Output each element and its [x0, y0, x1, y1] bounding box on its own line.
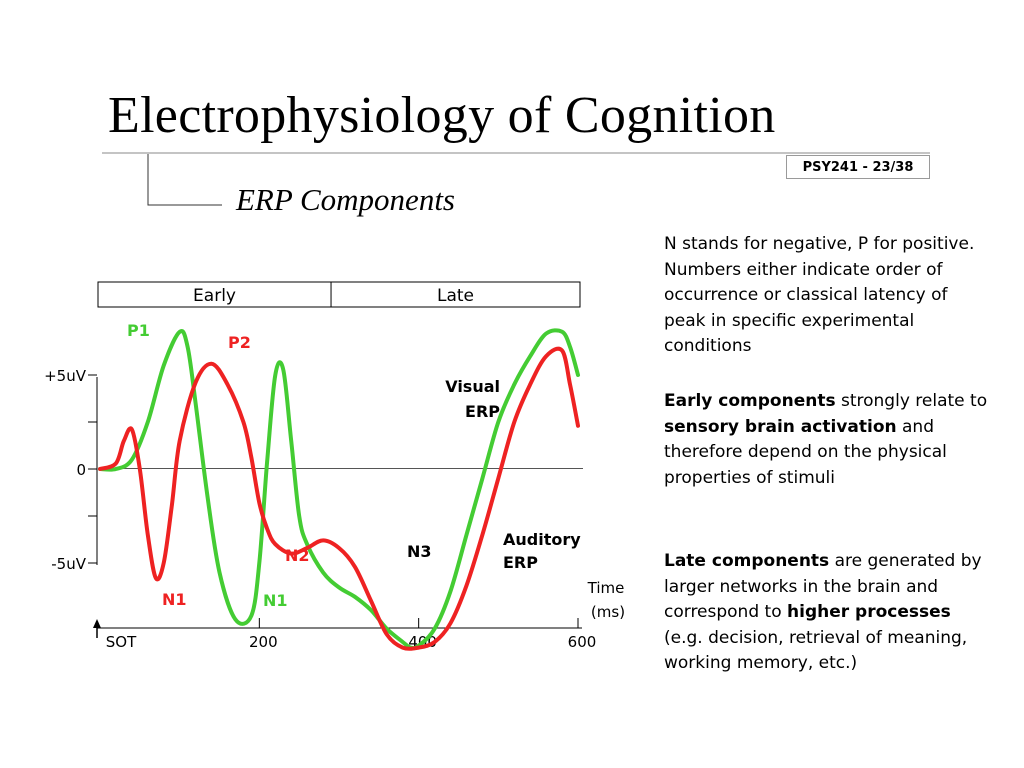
component-label-p1: P1	[127, 321, 150, 340]
note-text: (e.g. decision, retrieval of meaning, wo…	[664, 627, 968, 674]
component-label-n3: N3	[407, 542, 432, 561]
visual-erp-line	[98, 328, 580, 651]
phase-bar: Early Late	[97, 281, 581, 308]
note-early-components: Early components strongly relate to sens…	[664, 389, 994, 491]
component-label-p2: P2	[228, 333, 251, 352]
note-emphasis: sensory brain activation	[664, 416, 897, 437]
component-label-n2: N2	[285, 546, 310, 565]
note-emphasis: higher processes	[787, 602, 951, 622]
phase-bar-frame	[97, 281, 581, 308]
slide-subtitle: ERP Components	[236, 182, 455, 217]
x-tick-label: 200	[249, 633, 278, 651]
slide-number-badge: PSY241 - 23/38	[786, 155, 930, 179]
slide-title: Electrophysiology of Cognition	[108, 87, 776, 144]
auditory-erp-label: ERP	[503, 553, 538, 572]
x-tick-label: SOT	[106, 633, 137, 651]
stimulus-onset-arrowhead	[93, 619, 101, 628]
component-label-n1: N1	[263, 591, 288, 610]
chart-series	[98, 328, 580, 651]
note-text: are generated by larger networks in the …	[664, 551, 982, 622]
auditory-erp-line	[98, 346, 580, 651]
note-text: strongly relate to	[835, 391, 988, 411]
note-text: and therefore depend on the physical pro…	[664, 416, 947, 488]
note-emphasis: Late components	[664, 551, 830, 571]
x-axis-title: Time	[587, 579, 625, 597]
note-late-components: Late components are generated by larger …	[664, 549, 994, 677]
chart-labels: Visual ERP Auditory ERP P1 P2 N1 N1 N2 N3	[127, 321, 581, 610]
y-tick-label: 0	[76, 461, 86, 479]
phase-label-early: Early	[193, 286, 236, 306]
subtitle-connector	[147, 154, 222, 206]
y-tick-label: +5uV	[44, 367, 87, 385]
note-naming-convention: N stands for negative, P for positive. N…	[664, 234, 975, 356]
component-label-n1: N1	[162, 590, 187, 609]
visual-erp-label: ERP	[465, 402, 500, 421]
auditory-erp-label: Auditory	[503, 530, 581, 549]
x-tick-label: 600	[568, 633, 597, 651]
visual-erp-label: Visual	[445, 377, 500, 396]
x-axis-unit: (ms)	[591, 603, 625, 621]
phase-label-late: Late	[437, 286, 474, 306]
y-tick-label: -5uV	[51, 555, 86, 573]
note-emphasis: Early components	[664, 391, 836, 411]
